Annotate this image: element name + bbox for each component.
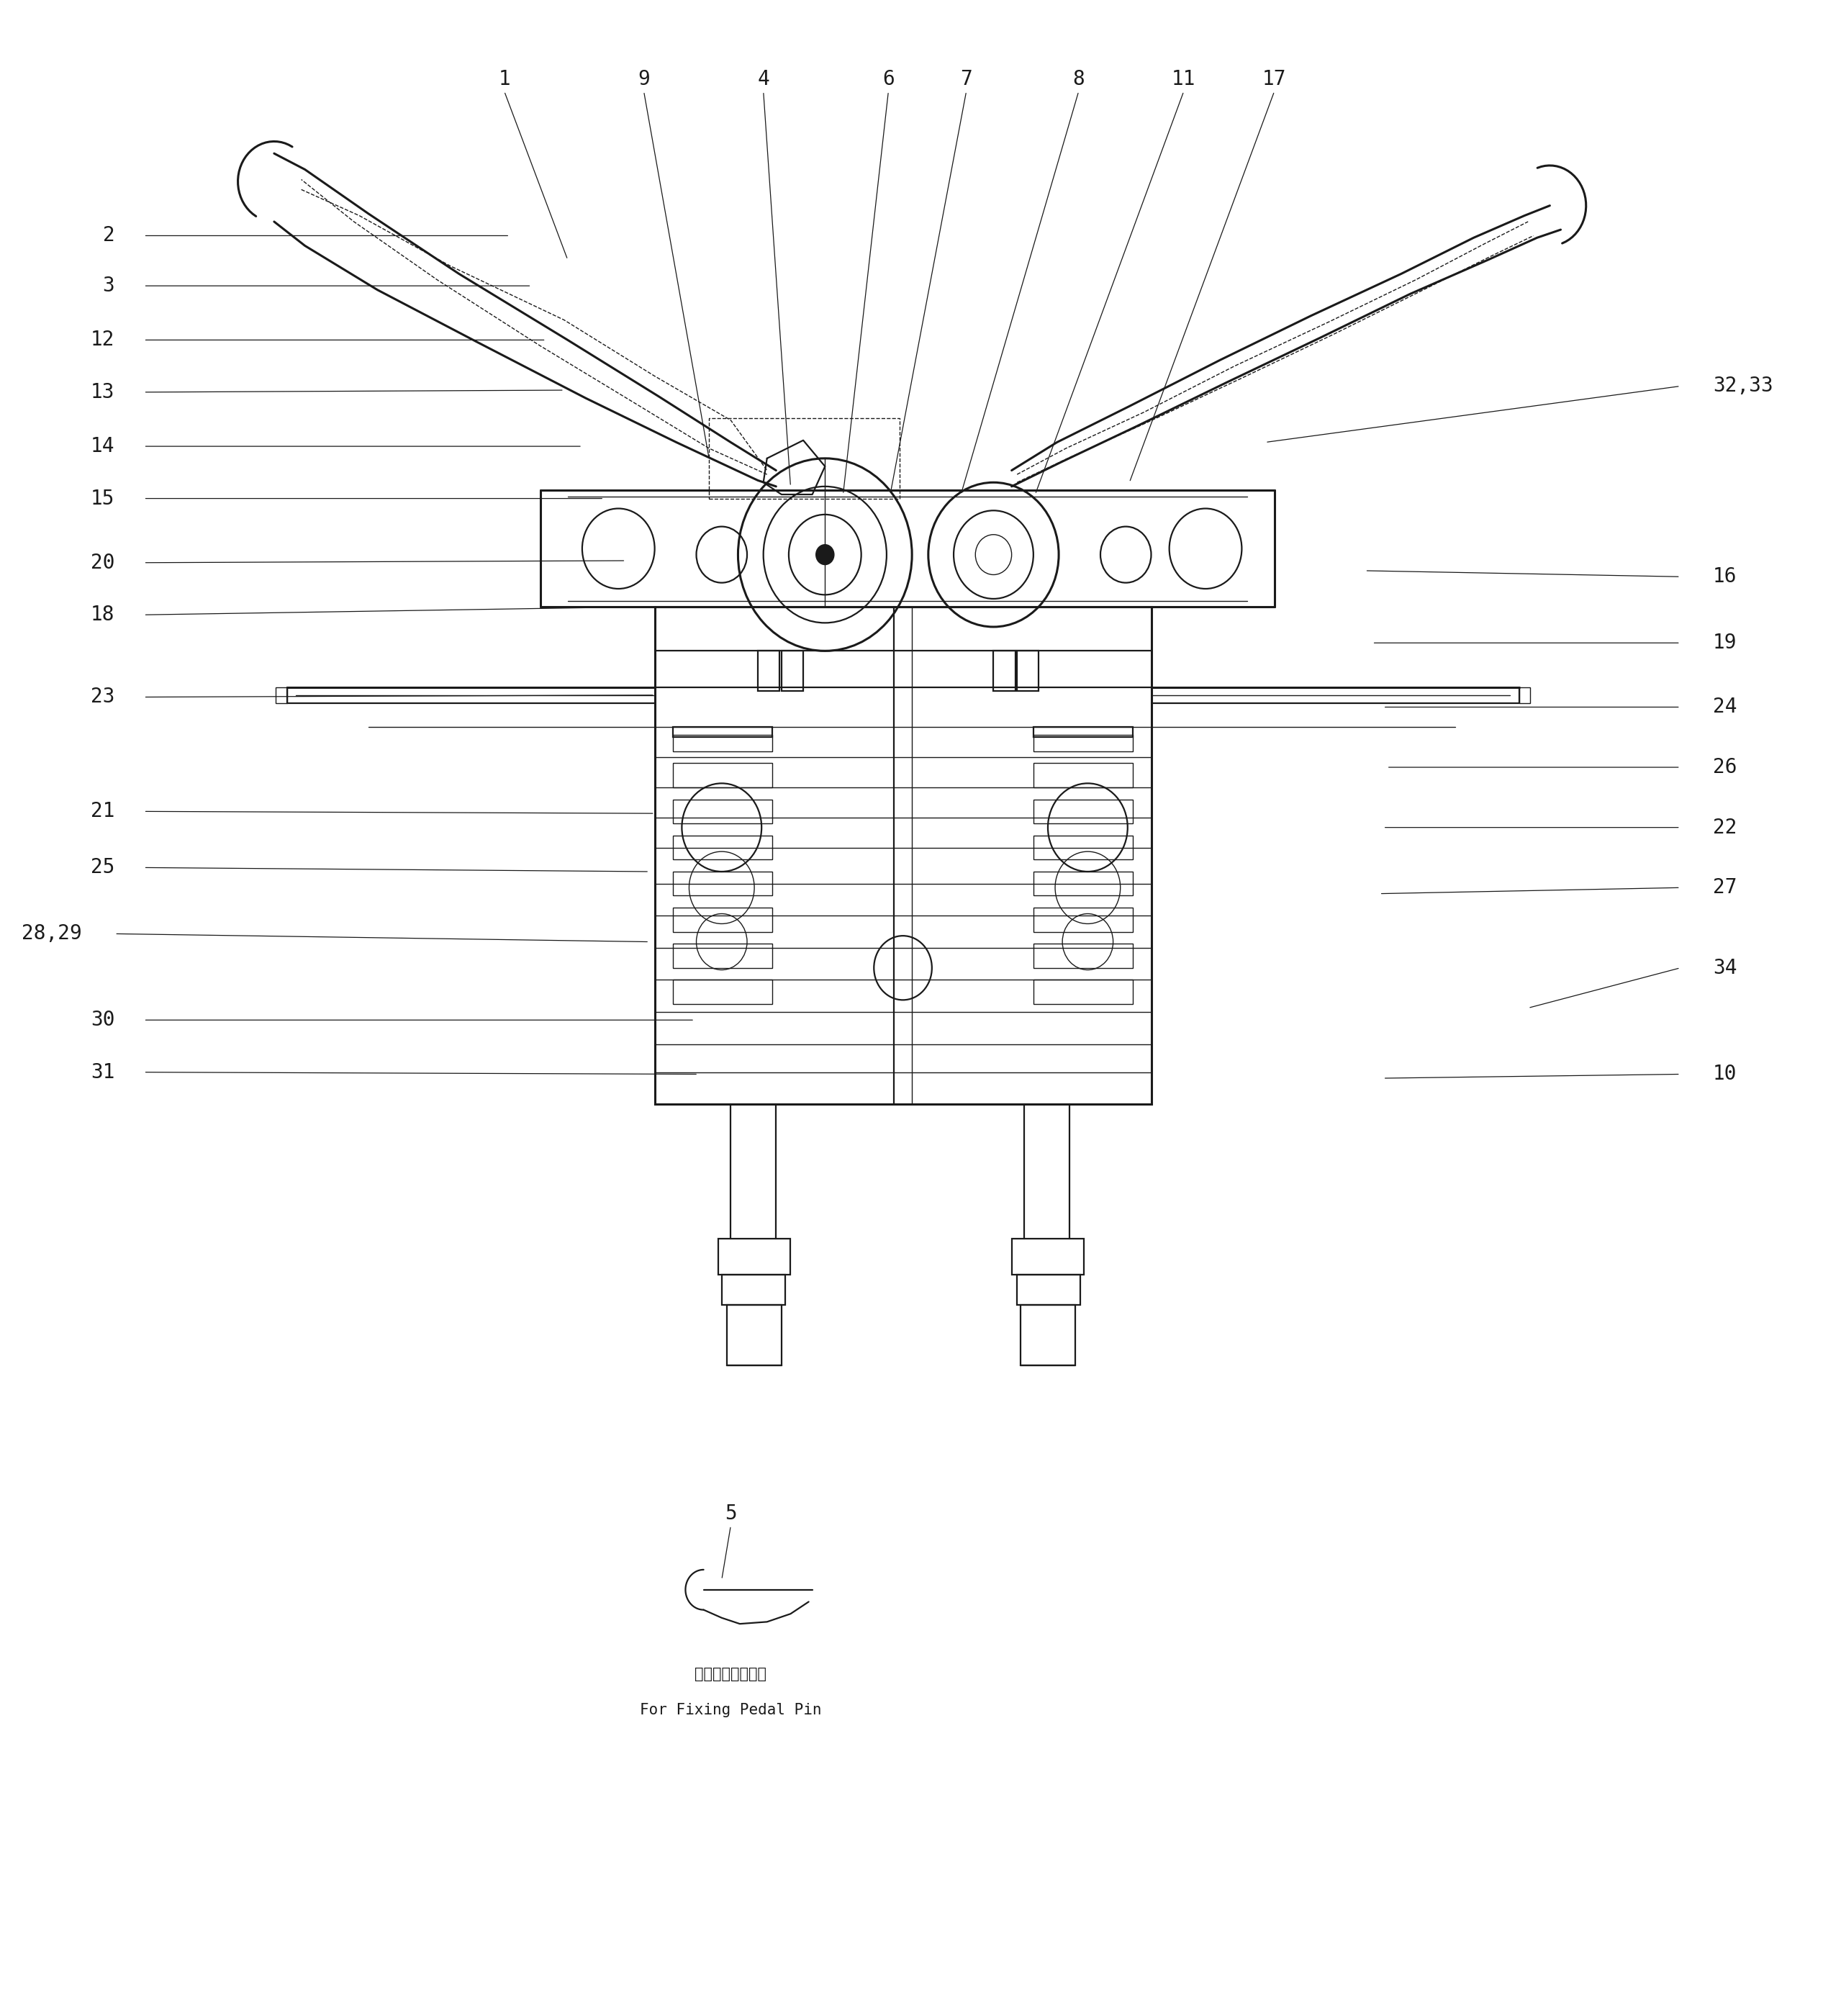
Bar (673, 980, 773, 1004)
Text: 26: 26 (1714, 758, 1737, 778)
Circle shape (817, 544, 835, 564)
Text: 6: 6 (882, 69, 895, 89)
Bar (654, 607, 1150, 1105)
Bar (673, 871, 773, 895)
Text: 4: 4 (757, 69, 769, 89)
Text: 32,33: 32,33 (1714, 377, 1774, 397)
Text: 24: 24 (1714, 698, 1737, 718)
Text: 3: 3 (102, 276, 115, 296)
Text: 5: 5 (726, 1504, 736, 1524)
Bar (1034, 907, 1134, 931)
Bar (709, 417, 899, 498)
Bar (673, 764, 773, 788)
Text: 12: 12 (91, 331, 115, 351)
Text: 15: 15 (91, 488, 115, 508)
Bar (673, 736, 773, 752)
Bar (1034, 980, 1134, 1004)
Text: 13: 13 (91, 383, 115, 403)
Bar (1012, 1238, 1085, 1274)
Bar (994, 651, 1015, 691)
Bar (1034, 835, 1134, 859)
Text: 9: 9 (638, 69, 649, 89)
Text: 31: 31 (91, 1062, 115, 1083)
Text: 1: 1 (498, 69, 510, 89)
Bar (1034, 764, 1134, 788)
Text: 21: 21 (91, 800, 115, 821)
Text: 10: 10 (1714, 1064, 1737, 1085)
Bar (1034, 943, 1134, 968)
Bar (673, 728, 773, 738)
Bar (275, 687, 286, 704)
Text: 17: 17 (1262, 69, 1287, 89)
Text: 8: 8 (1072, 69, 1085, 89)
Bar (718, 1238, 791, 1274)
Bar (722, 1274, 786, 1304)
Text: 28,29: 28,29 (22, 923, 82, 943)
Text: 2: 2 (102, 226, 115, 246)
Text: 7: 7 (961, 69, 972, 89)
Bar (1034, 871, 1134, 895)
Bar (1017, 651, 1039, 691)
Text: 14: 14 (91, 435, 115, 456)
Text: 23: 23 (91, 687, 115, 708)
Text: 22: 22 (1714, 816, 1737, 837)
Bar (1034, 728, 1134, 738)
Bar (673, 943, 773, 968)
Bar (782, 651, 804, 691)
Text: For Fixing Pedal Pin: For Fixing Pedal Pin (640, 1704, 822, 1718)
Text: 25: 25 (91, 857, 115, 877)
Bar (727, 1304, 782, 1365)
Bar (1519, 687, 1529, 704)
Text: 11: 11 (1172, 69, 1196, 89)
Text: 20: 20 (91, 552, 115, 573)
Bar (1021, 1304, 1076, 1365)
Text: 27: 27 (1714, 877, 1737, 897)
Bar (673, 835, 773, 859)
Text: 18: 18 (91, 605, 115, 625)
Bar (673, 907, 773, 931)
Bar (1034, 736, 1134, 752)
Text: 19: 19 (1714, 633, 1737, 653)
Text: 16: 16 (1714, 566, 1737, 587)
Bar (1017, 1274, 1081, 1304)
Text: 30: 30 (91, 1010, 115, 1030)
Text: ペダルピン固定用: ペダルピン固定用 (695, 1667, 767, 1681)
Bar (673, 800, 773, 823)
Bar (1034, 800, 1134, 823)
Bar (758, 651, 780, 691)
Text: 34: 34 (1714, 958, 1737, 978)
